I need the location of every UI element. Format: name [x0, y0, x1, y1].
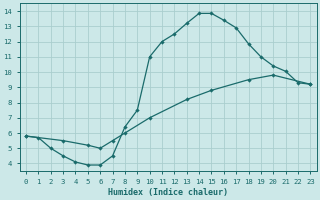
X-axis label: Humidex (Indice chaleur): Humidex (Indice chaleur) [108, 188, 228, 197]
